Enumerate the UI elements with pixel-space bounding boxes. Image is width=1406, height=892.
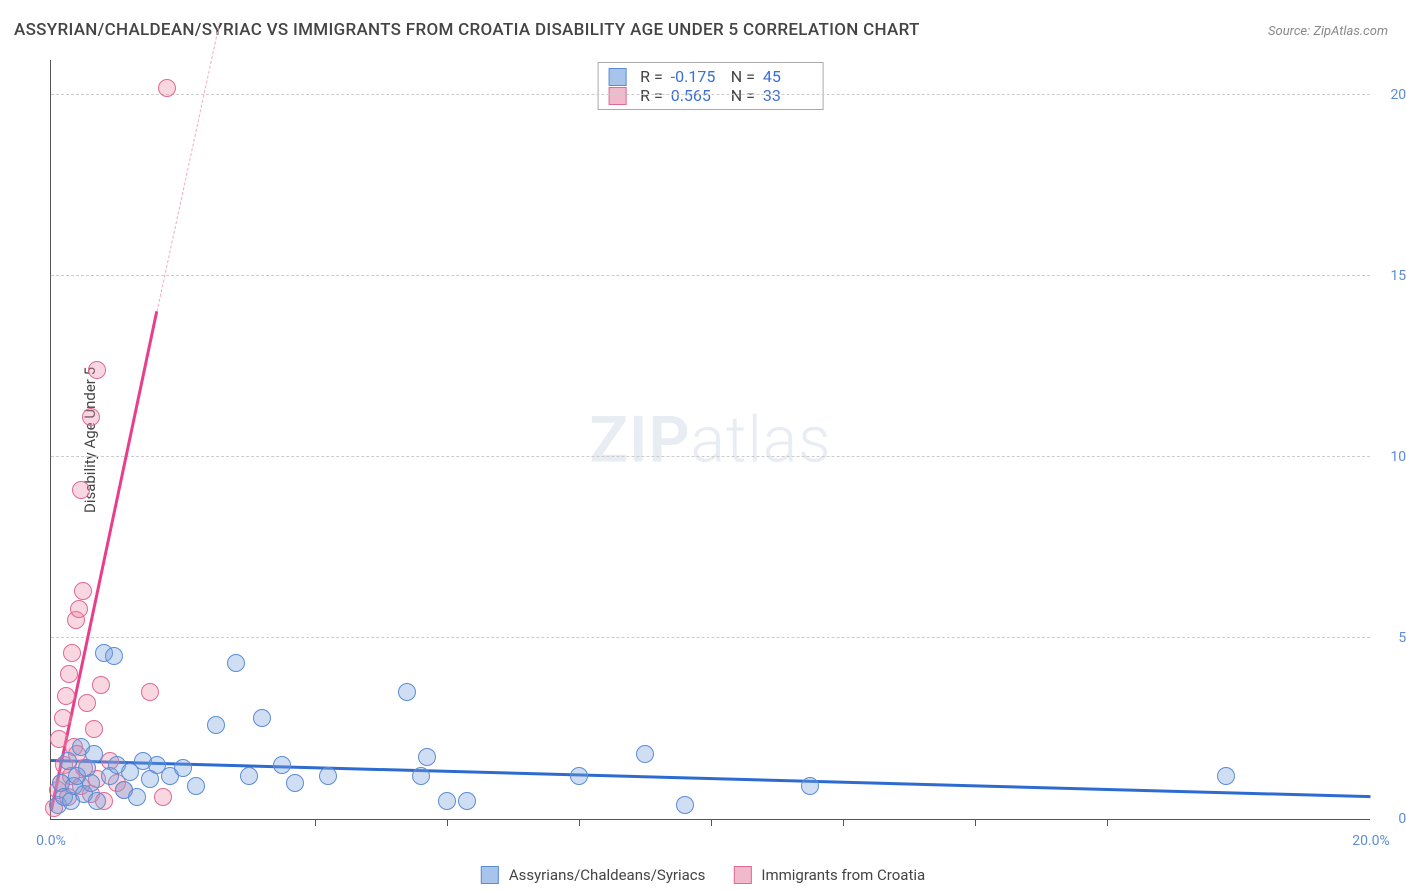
bottom-legend: Assyrians/Chaldeans/Syriacs Immigrants f…: [481, 866, 925, 884]
data-point: [253, 709, 271, 727]
data-point: [82, 774, 100, 792]
data-point: [78, 694, 96, 712]
source-label: Source:: [1268, 24, 1310, 39]
stats-row-series-a: R = -0.175 N = 45: [608, 67, 813, 86]
source-value: ZipAtlas.com: [1313, 24, 1388, 39]
x-tick: [447, 819, 448, 826]
data-point: [57, 687, 75, 705]
data-point: [676, 796, 694, 814]
gridline: [51, 637, 1370, 638]
x-tick: [315, 819, 316, 826]
data-point: [70, 600, 88, 618]
x-tick: [1107, 819, 1108, 826]
data-point: [398, 683, 416, 701]
legend-item-series-a: Assyrians/Chaldeans/Syriacs: [481, 866, 706, 884]
data-point: [85, 745, 103, 763]
legend-swatch-b: [733, 866, 751, 884]
stats-legend-box: R = -0.175 N = 45 R = 0.565 N = 33: [597, 62, 824, 110]
legend-label-a: Assyrians/Chaldeans/Syriacs: [509, 866, 706, 884]
data-point: [319, 767, 337, 785]
data-point: [88, 792, 106, 810]
source-attribution: Source: ZipAtlas.com: [1268, 24, 1388, 39]
data-point: [105, 647, 123, 665]
n-value-a: 45: [763, 67, 813, 86]
x-tick: [843, 819, 844, 826]
x-tick-label: 20.0%: [1352, 833, 1390, 849]
n-value-b: 33: [763, 86, 813, 105]
n-label-b: N =: [731, 86, 755, 105]
gridline: [51, 94, 1370, 95]
data-point: [128, 788, 146, 806]
data-point: [92, 676, 110, 694]
data-point: [63, 644, 81, 662]
r-value-a: -0.175: [671, 67, 721, 86]
r-value-b: 0.565: [671, 86, 721, 105]
trend-line: [156, 22, 220, 312]
data-point: [458, 792, 476, 810]
gridline: [51, 275, 1370, 276]
x-tick: [711, 819, 712, 826]
stats-row-series-b: R = 0.565 N = 33: [608, 86, 813, 105]
data-point: [240, 767, 258, 785]
y-tick-label: 20.0%: [1390, 87, 1406, 103]
data-point: [227, 654, 245, 672]
watermark: ZIPatlas: [589, 402, 831, 477]
data-point: [154, 788, 172, 806]
data-point: [158, 79, 176, 97]
x-tick: [579, 819, 580, 826]
n-label-a: N =: [731, 67, 755, 86]
data-point: [636, 745, 654, 763]
data-point: [60, 665, 78, 683]
data-point: [286, 774, 304, 792]
data-point: [570, 767, 588, 785]
chart-title: ASSYRIAN/CHALDEAN/SYRIAC VS IMMIGRANTS F…: [14, 20, 920, 40]
data-point: [801, 777, 819, 795]
r-label-b: R =: [640, 86, 663, 105]
swatch-series-a: [608, 68, 626, 86]
watermark-zip: ZIP: [589, 402, 690, 477]
data-point: [273, 756, 291, 774]
data-point: [85, 720, 103, 738]
data-point: [174, 759, 192, 777]
data-point: [54, 709, 72, 727]
data-point: [1217, 767, 1235, 785]
r-label-a: R =: [640, 67, 663, 86]
data-point: [187, 777, 205, 795]
x-tick: [975, 819, 976, 826]
data-point: [82, 408, 100, 426]
data-point: [88, 361, 106, 379]
legend-swatch-a: [481, 866, 499, 884]
data-point: [141, 683, 159, 701]
swatch-series-b: [608, 87, 626, 105]
data-point: [438, 792, 456, 810]
plot-area: Disability Age Under 5 ZIPatlas R = -0.1…: [50, 60, 1370, 820]
watermark-atlas: atlas: [691, 402, 832, 477]
y-tick-label: 0.0%: [1398, 811, 1406, 827]
legend-label-b: Immigrants from Croatia: [761, 866, 925, 884]
y-tick-label: 5.0%: [1398, 630, 1406, 646]
gridline: [51, 456, 1370, 457]
data-point: [418, 748, 436, 766]
y-tick-label: 10.0%: [1390, 449, 1406, 465]
data-point: [412, 767, 430, 785]
data-point: [207, 716, 225, 734]
data-point: [74, 582, 92, 600]
x-tick-label: 0.0%: [36, 833, 66, 849]
y-tick-label: 15.0%: [1390, 268, 1406, 284]
data-point: [72, 481, 90, 499]
legend-item-series-b: Immigrants from Croatia: [733, 866, 925, 884]
